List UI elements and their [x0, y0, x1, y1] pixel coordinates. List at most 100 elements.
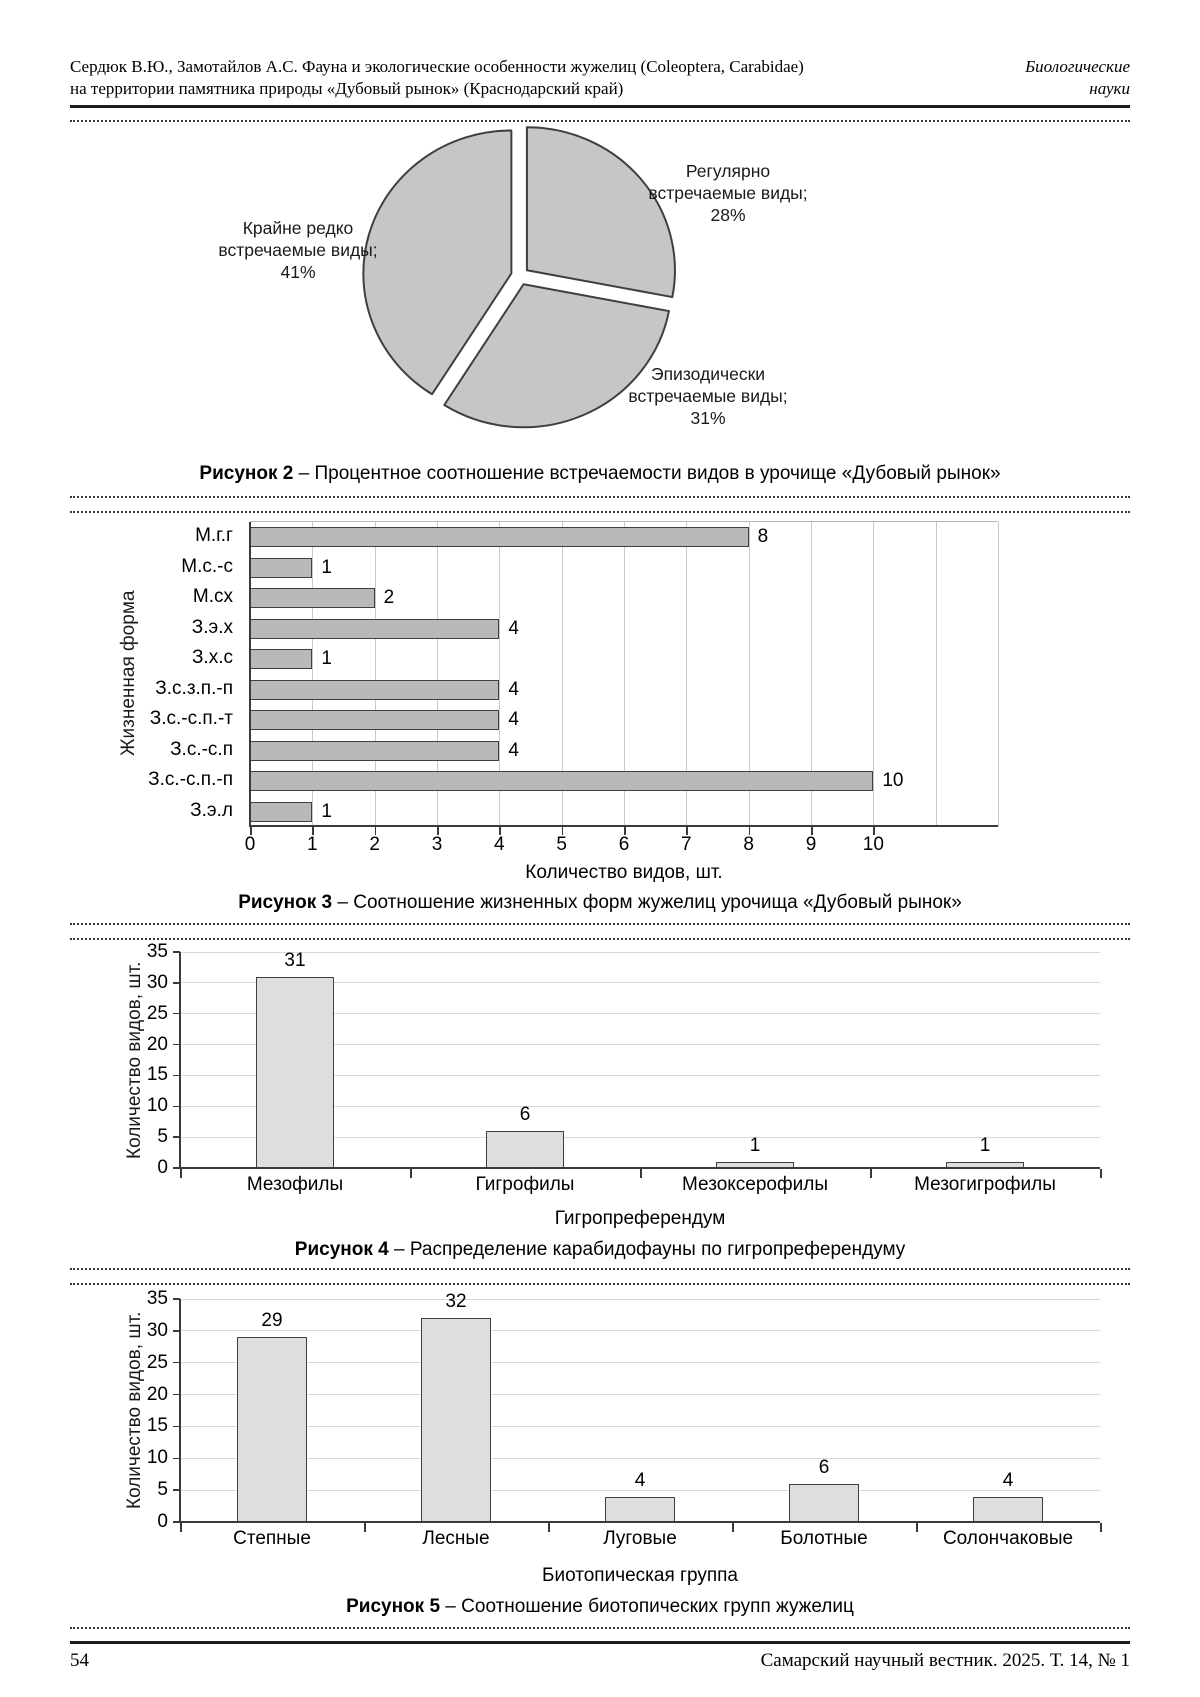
category-label: Лесные [422, 1528, 490, 1549]
x-tick-label: 5 [556, 834, 567, 855]
bar-slot: 6 [410, 952, 640, 1168]
plot-area: 0 5 10 15 20 25 30 35 31 6 1 1 [147, 942, 1102, 1178]
pie-label-line: встречаемые виды; [218, 240, 378, 260]
y-tick-label: 35 [146, 1288, 168, 1309]
figure2-caption-text: – Процентное соотношение встречаемости в… [293, 463, 1001, 484]
dotted-separator [70, 1283, 1130, 1285]
figure5-caption-number: Рисунок 5 [346, 1596, 441, 1617]
category-label: Мезоксерофилы [682, 1174, 828, 1195]
gridline [180, 1136, 1100, 1138]
category-label: З.э.л [190, 799, 233, 821]
pie-slice-1 [525, 126, 676, 299]
bar-row: 8 [250, 522, 998, 553]
figure5-caption-text: – Соотношение биотопических групп жужели… [440, 1596, 854, 1617]
bar-value-label: 1 [321, 648, 332, 670]
figure3-caption-text: – Соотношение жизненных форм жужелиц уро… [332, 892, 962, 913]
x-tick-mark [250, 827, 252, 835]
figure5-caption: Рисунок 5 – Соотношение биотопических гр… [0, 1595, 1200, 1619]
y-tick-mark [173, 1330, 180, 1332]
bar-row: 2 [250, 583, 998, 614]
bar-value-label: 4 [508, 709, 519, 731]
x-tick-mark [374, 827, 377, 835]
bar-slot: 1 [870, 952, 1100, 1168]
category-label: Мезофилы [246, 1174, 344, 1195]
bar-value-label: 4 [1002, 1469, 1014, 1491]
bar-value-label: 6 [818, 1456, 830, 1478]
figure3-caption-number: Рисунок 3 [238, 892, 333, 913]
y-tick-label: 20 [146, 1383, 168, 1405]
bar-slot: 32 [364, 1291, 548, 1522]
journal-section-line1: Биологические [1025, 57, 1130, 76]
bar-slot: 31 [180, 950, 410, 1168]
pie-label-line: 28% [710, 205, 746, 225]
y-tick-label: 15 [146, 1064, 168, 1086]
x-axis-line [179, 1167, 1100, 1169]
x-tick-label: 4 [494, 834, 505, 855]
bar-З.с.-с.п.-т [250, 710, 500, 730]
gridline [180, 1457, 1100, 1459]
page-number: 54 [70, 1650, 89, 1671]
y-tick-label: 5 [157, 1126, 168, 1148]
category-label: Солончаковые [942, 1528, 1074, 1549]
x-tick-mark [748, 827, 751, 835]
bar-value-label: 1 [979, 1134, 991, 1156]
bar-value-label: 4 [508, 739, 519, 761]
x-tick-mark [811, 827, 813, 835]
x-axis-label: Количество видов, шт. [525, 862, 723, 883]
x-tick-label: 8 [743, 834, 754, 855]
figure5-biotopic-groups-chart: Количество видов, шт. 0 5 10 15 20 25 30 35 29 32… [70, 1288, 1130, 1591]
bar-row: 1 [250, 797, 998, 828]
bar-Лесные [421, 1318, 491, 1522]
figure2-caption: Рисунок 2 – Процентное соотношение встре… [0, 462, 1200, 486]
gridline [748, 522, 750, 826]
category-label: Гигрофилы [475, 1174, 575, 1195]
category-label: З.с.-с.п.-т [149, 708, 233, 729]
x-tick-label: 9 [805, 834, 817, 855]
bar-М.с.-с [250, 557, 313, 578]
gridline [180, 1298, 1100, 1300]
bar-З.х.с [250, 649, 313, 669]
category-label: Степные [233, 1528, 311, 1549]
x-tick-label: 1 [307, 834, 318, 855]
x-axis-line [179, 1521, 1100, 1523]
y-tick-label: 30 [146, 1319, 168, 1341]
gridline [180, 1489, 1100, 1491]
bars-area: 31 6 1 1 [180, 950, 1100, 1168]
gridline [998, 522, 999, 826]
gridline [312, 522, 314, 826]
x-tick-mark [548, 1523, 550, 1532]
category-label: М.г.г [195, 525, 233, 546]
bar-М.г.г [250, 527, 749, 547]
journal-reference: Самарский научный вестник. 2025. Т. 14, … [760, 1650, 1130, 1671]
category-label: З.с.з.п.-п [155, 677, 233, 699]
category-label: Болотные [780, 1528, 868, 1549]
y-axis-line [179, 952, 181, 1168]
pie-label-line: встречаемые виды; [628, 386, 788, 406]
figure2-caption-number: Рисунок 2 [199, 463, 294, 484]
x-tick-mark [1100, 1169, 1102, 1178]
gridline [873, 522, 875, 826]
page-header: Сердюк В.Ю., Замотайлов А.С. Фауна и эко… [70, 0, 1130, 108]
x-tick-mark [873, 827, 875, 835]
x-tick-mark [640, 1169, 642, 1178]
gridline [686, 522, 688, 826]
bar-З.э.л [250, 801, 313, 822]
y-tick-mark [173, 1361, 180, 1364]
bar-row: 4 [250, 675, 998, 706]
y-tick-mark [173, 1425, 180, 1428]
bar-value-label: 1 [321, 800, 332, 822]
x-tick-label: 2 [369, 834, 380, 855]
y-tick-label: 10 [146, 1095, 168, 1117]
bar-value-label: 4 [508, 678, 519, 700]
dotted-separator [70, 1268, 1130, 1270]
bar-value-label: 29 [261, 1310, 283, 1332]
bar-value-label: 4 [634, 1469, 646, 1491]
x-tick-mark [410, 1169, 412, 1178]
category-axis: Мезофилы Гигрофилы Мезоксерофилы Мезогигроф… [180, 1172, 1100, 1198]
pie-label-line: 31% [690, 408, 726, 428]
pie-slice-3 [362, 129, 513, 396]
y-tick-mark [173, 1521, 180, 1523]
dotted-separator [70, 496, 1130, 498]
gridline [180, 1394, 1100, 1396]
y-tick-mark [173, 982, 180, 984]
